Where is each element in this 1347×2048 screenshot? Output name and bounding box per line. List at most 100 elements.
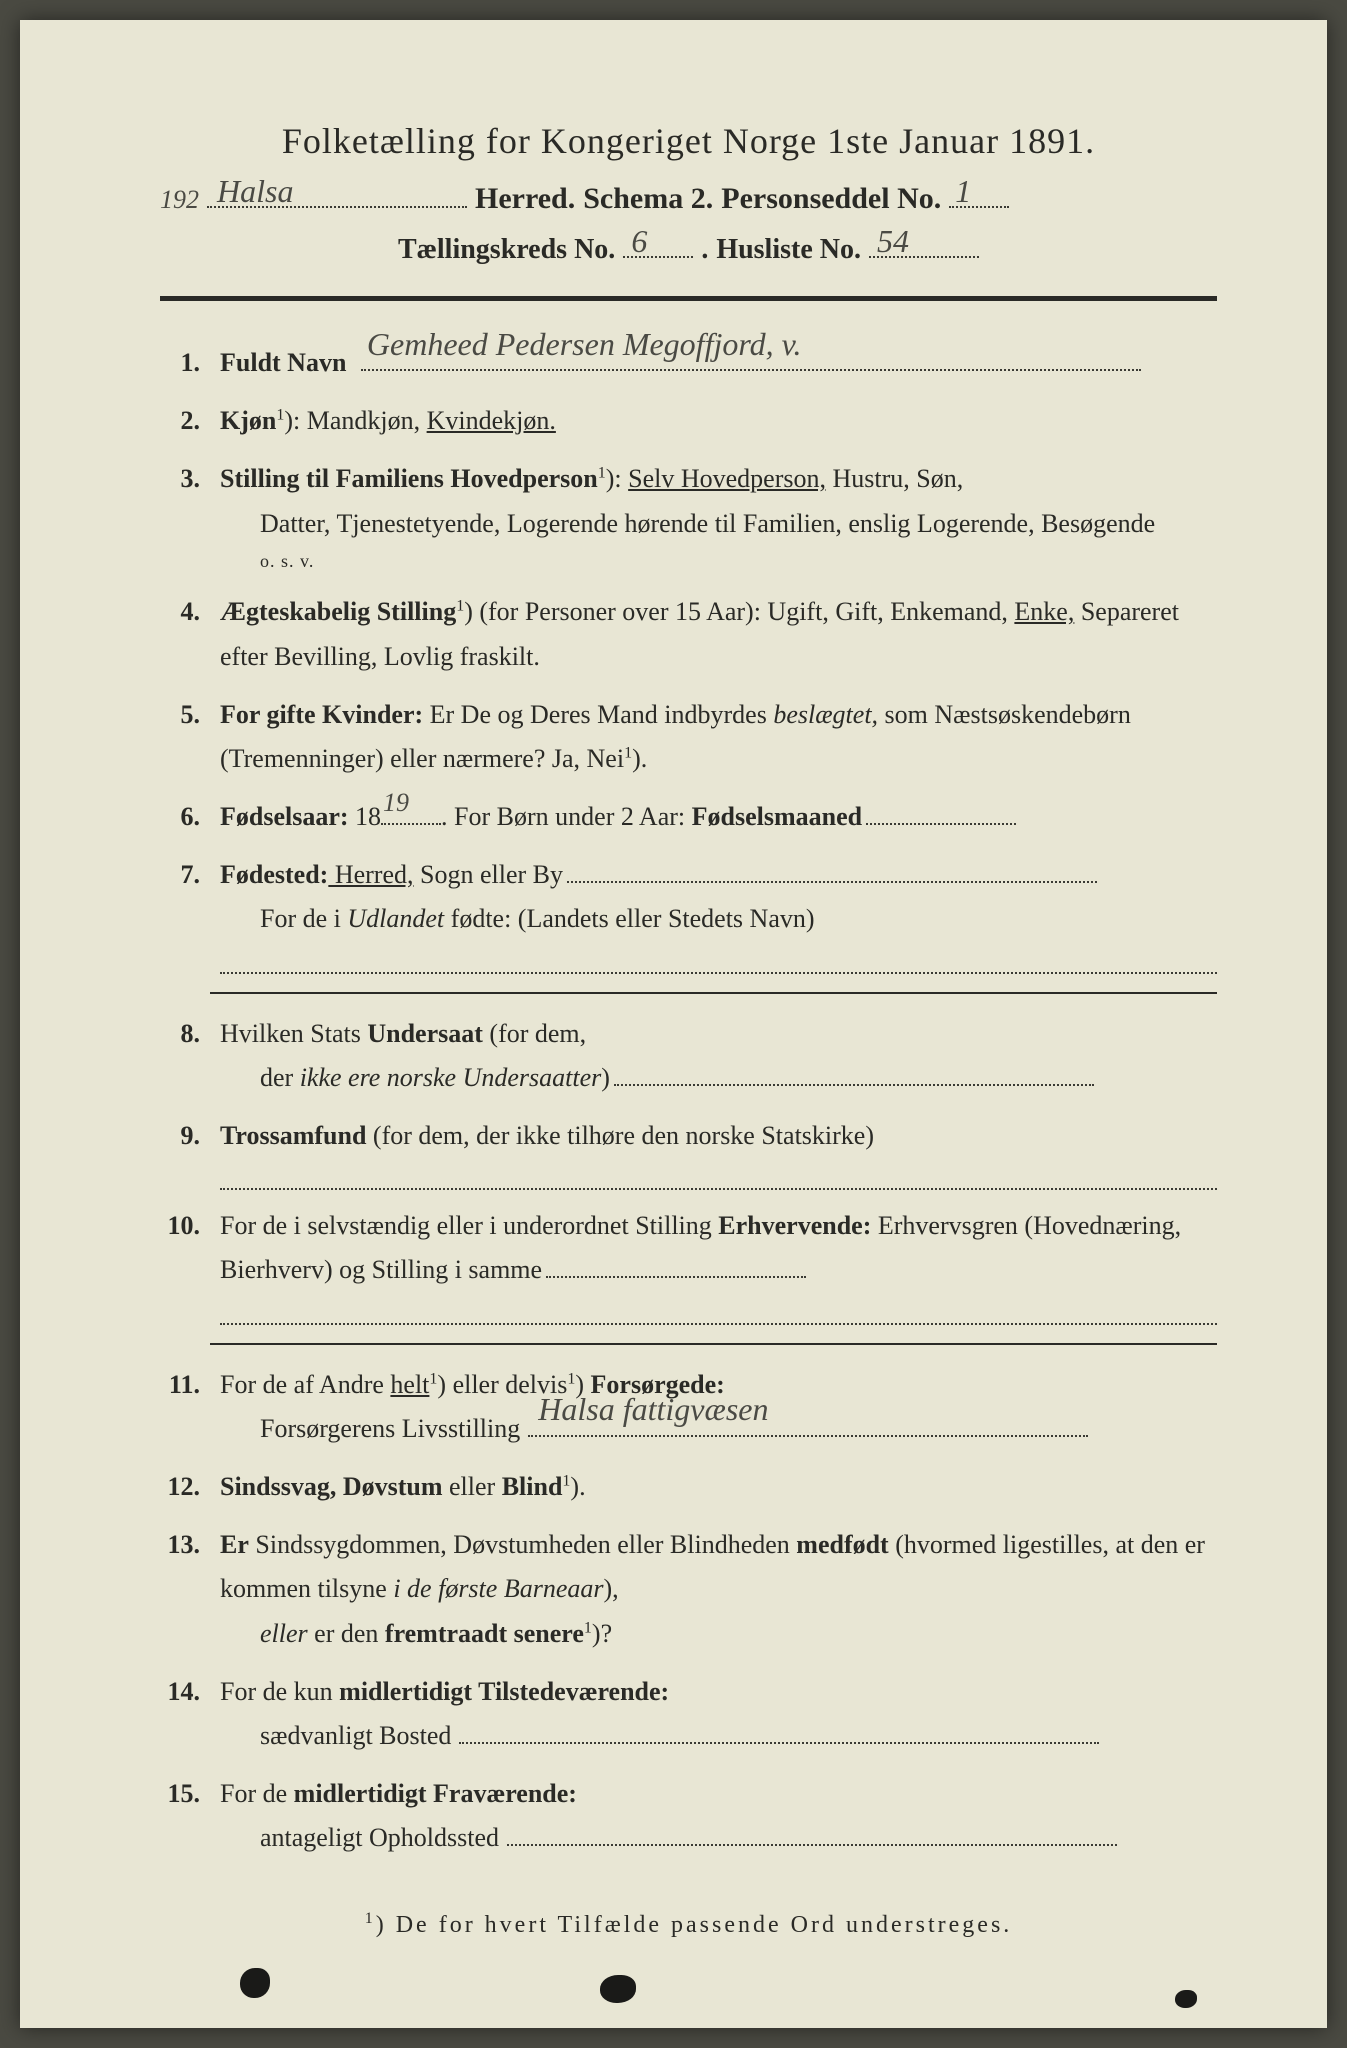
field-text: Hvilken Stats (220, 1019, 367, 1048)
italic-text: ikke ere norske Undersaatter (300, 1063, 602, 1092)
blank-line (220, 948, 1217, 974)
kreds-label: Tællingskreds No. (398, 234, 615, 266)
row-2: 2. Kjøn1): Mandkjøn, Kvindekjøn. (160, 399, 1217, 443)
field-text: ). (632, 744, 647, 773)
field-continuation: Datter, Tjenestetyende, Logerende hørend… (220, 502, 1217, 546)
section-rule (210, 992, 1217, 994)
field-text: Hustru, Søn, (826, 464, 963, 493)
row-15: 15. For de midlertidigt Fraværende: anta… (160, 1772, 1217, 1860)
field-text: Sindssygdommen, Døvstumheden eller Blind… (249, 1530, 796, 1559)
full-name-value: Gemheed Pedersen Megoffjord, v. (367, 317, 802, 371)
year-prefix: 18 (349, 802, 382, 831)
field-label: Fødselsmaaned (692, 802, 862, 831)
footnote-marker: 1 (365, 1910, 376, 1927)
footnote-text: ) De for hvert Tilfælde passende Ord und… (376, 1912, 1013, 1938)
row-num: 10. (160, 1204, 220, 1324)
field-text: Sogn eller By (414, 860, 564, 889)
footnote-ref: 1 (584, 1619, 592, 1636)
selected-option: helt (390, 1370, 429, 1399)
footnote: 1) De for hvert Tilfælde passende Ord un… (160, 1910, 1217, 1939)
ink-blot (1175, 1990, 1197, 2008)
row-9: 9. Trossamfund (for dem, der ikke tilhør… (160, 1114, 1217, 1190)
field-text: For de i selvstændig eller i underordnet… (220, 1211, 718, 1240)
field-text: For de (220, 1779, 294, 1808)
row-num: 7. (160, 853, 220, 973)
header-line-2: 192 Halsa Herred. Schema 2. Personseddel… (160, 180, 1217, 216)
kreds-no: 6 (631, 223, 647, 260)
row-8: 8. Hvilken Stats Undersaat (for dem, der… (160, 1012, 1217, 1100)
italic-text: i de første Barneaar (393, 1574, 603, 1603)
field-label: Fødested: (220, 860, 328, 889)
field-text: fødte: (Landets eller Stedets Navn) (444, 904, 814, 933)
field-text: ) (for Personer over 15 Aar): Ugift, Gif… (464, 597, 1014, 626)
row-num: 2. (160, 399, 220, 443)
italic-text: eller (260, 1619, 308, 1648)
footnote-ref: 1 (624, 744, 632, 761)
field-label: Ægteskabelig Stilling (220, 597, 456, 626)
field-text: er den (308, 1619, 385, 1648)
husliste-no: 54 (877, 223, 909, 260)
field-text: der (260, 1063, 300, 1092)
field-label: Trossamfund (220, 1121, 366, 1150)
field-text: Forsørgerens Livsstilling (260, 1414, 520, 1443)
bold-text: midlertidigt Tilstedeværende: (339, 1677, 669, 1706)
row-5: 5. For gifte Kvinder: Er De og Deres Man… (160, 693, 1217, 781)
field-text: sædvanligt Bosted (260, 1721, 451, 1750)
row-11: 11. For de af Andre helt1) eller delvis1… (160, 1363, 1217, 1451)
field-label: Fuldt Navn (220, 348, 346, 377)
field-text: )? (592, 1619, 612, 1648)
field-text: For de i (260, 904, 347, 933)
row-13: 13. Er Sindssygdommen, Døvstumheden elle… (160, 1523, 1217, 1656)
row-num: 1. (160, 341, 220, 385)
bold-text: medfødt (796, 1530, 888, 1559)
field-continuation: o. s. v. (220, 546, 1217, 577)
italic-text: beslægtet, (773, 700, 878, 729)
row-num: 13. (160, 1523, 220, 1656)
row-1: 1. Fuldt Navn Gemheed Pedersen Megoffjor… (160, 341, 1217, 385)
selected-option: Selv Hovedperson, (628, 464, 826, 493)
row-10: 10. For de i selvstændig eller i underor… (160, 1204, 1217, 1324)
field-text: For de af Andre (220, 1370, 390, 1399)
row-14: 14. For de kun midlertidigt Tilstedevære… (160, 1670, 1217, 1758)
bold-text: Er (220, 1530, 249, 1559)
field-text: . For Børn under 2 Aar: (441, 802, 692, 831)
header-rule (160, 296, 1217, 301)
field-text: ): Mandkjøn, (284, 406, 426, 435)
field-label: Stilling til Familiens Hovedperson (220, 464, 598, 493)
field-text: ). (570, 1472, 585, 1501)
ink-blot (240, 1968, 270, 1998)
selected-option: Kvindekjøn. (427, 406, 556, 435)
herred-number: 192 (160, 185, 199, 215)
bold-text: midlertidigt Fraværende: (294, 1779, 577, 1808)
provider-value: Halsa fattigvæsen (538, 1382, 768, 1436)
bold-text: Blind (502, 1472, 563, 1501)
row-3: 3. Stilling til Familiens Hovedperson1):… (160, 457, 1217, 576)
herred-name: Halsa (217, 173, 293, 210)
census-form-page: Folketælling for Kongeriget Norge 1ste J… (20, 20, 1327, 2028)
schema-label: Schema 2. (583, 182, 713, 216)
bold-text: fremtraadt senere (385, 1619, 584, 1648)
personseddel-label: Personseddel No. (721, 182, 941, 216)
field-text: Er De og Deres Mand indbyrdes (423, 700, 773, 729)
blank-line (220, 1299, 1217, 1325)
row-num: 12. (160, 1465, 220, 1509)
row-12: 12. Sindssvag, Døvstum eller Blind1). (160, 1465, 1217, 1509)
row-num: 3. (160, 457, 220, 576)
field-text: antageligt Opholdssted (260, 1823, 499, 1852)
bold-text: Undersaat (367, 1019, 483, 1048)
footnote-ref: 1 (456, 598, 464, 615)
bold-text: Erhvervende: (718, 1211, 871, 1240)
field-text: For de kun (220, 1677, 339, 1706)
field-text: (for dem, der ikke tilhøre den norske St… (366, 1121, 874, 1150)
row-num: 9. (160, 1114, 220, 1190)
row-num: 8. (160, 1012, 220, 1100)
field-text: ) (601, 1063, 610, 1092)
blank-line (220, 1164, 1217, 1190)
husliste-label: Husliste No. (716, 234, 861, 266)
footnote-ref: 1 (598, 465, 606, 482)
bold-text: Sindssvag, Døvstum (220, 1472, 443, 1501)
section-rule (210, 1343, 1217, 1345)
selected-option: Herred, (328, 860, 413, 889)
field-label: Fødselsaar: (220, 802, 349, 831)
selected-option: Enke, (1014, 597, 1074, 626)
